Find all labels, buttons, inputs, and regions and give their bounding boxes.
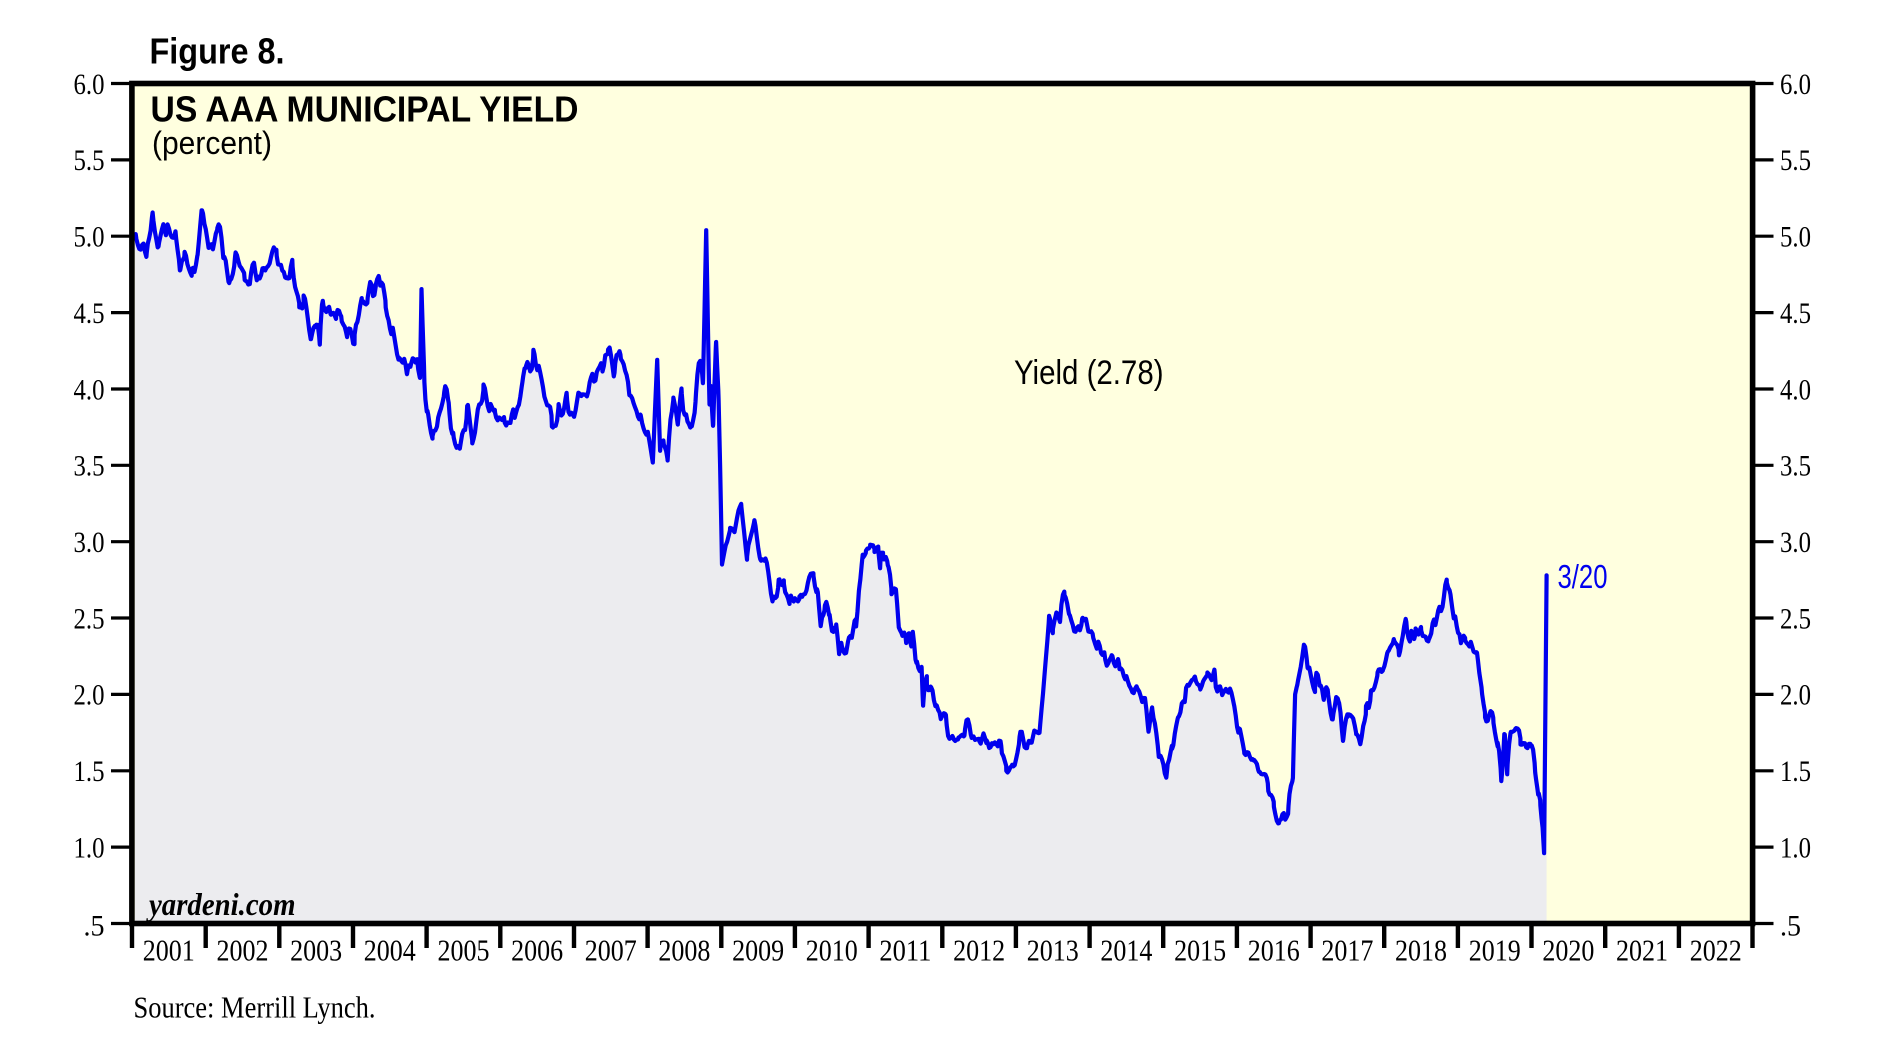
svg-text:2011: 2011 xyxy=(879,933,931,968)
svg-text:(percent): (percent) xyxy=(152,125,272,161)
svg-text:6.0: 6.0 xyxy=(74,68,105,101)
svg-text:3.5: 3.5 xyxy=(74,450,105,483)
svg-text:4.5: 4.5 xyxy=(74,297,105,330)
svg-text:2001: 2001 xyxy=(143,933,195,968)
svg-text:Figure 8.: Figure 8. xyxy=(150,31,285,72)
svg-text:2018: 2018 xyxy=(1395,933,1447,968)
svg-text:3.0: 3.0 xyxy=(1780,526,1811,559)
svg-text:2012: 2012 xyxy=(953,933,1005,968)
svg-text:2002: 2002 xyxy=(217,933,269,968)
svg-text:3.5: 3.5 xyxy=(1780,450,1811,483)
svg-text:2.5: 2.5 xyxy=(1780,602,1811,635)
svg-text:2014: 2014 xyxy=(1100,933,1152,968)
svg-text:2006: 2006 xyxy=(511,933,563,968)
svg-text:2007: 2007 xyxy=(585,933,637,968)
svg-text:5.5: 5.5 xyxy=(1780,144,1811,177)
svg-text:2015: 2015 xyxy=(1174,933,1226,968)
svg-text:2009: 2009 xyxy=(732,933,784,968)
svg-text:2010: 2010 xyxy=(806,933,858,968)
svg-text:2016: 2016 xyxy=(1248,933,1300,968)
svg-text:1.0: 1.0 xyxy=(74,831,105,864)
svg-text:2013: 2013 xyxy=(1027,933,1079,968)
svg-text:5.0: 5.0 xyxy=(1780,221,1811,254)
svg-text:2004: 2004 xyxy=(364,933,416,968)
svg-text:Source: Merrill Lynch.: Source: Merrill Lynch. xyxy=(134,990,376,1025)
svg-text:Yield (2.78): Yield (2.78) xyxy=(1014,354,1164,392)
svg-text:.5: .5 xyxy=(1780,909,1801,942)
svg-text:1.5: 1.5 xyxy=(74,755,105,788)
svg-text:yardeni.com: yardeni.com xyxy=(145,886,295,922)
svg-text:2003: 2003 xyxy=(290,933,342,968)
svg-text:2008: 2008 xyxy=(658,933,710,968)
svg-text:2005: 2005 xyxy=(438,933,490,968)
svg-text:4.0: 4.0 xyxy=(74,373,105,406)
svg-text:.5: .5 xyxy=(84,909,105,942)
svg-text:2017: 2017 xyxy=(1321,933,1373,968)
svg-text:2021: 2021 xyxy=(1616,933,1668,968)
svg-text:5.5: 5.5 xyxy=(74,144,105,177)
svg-text:4.0: 4.0 xyxy=(1780,373,1811,406)
svg-text:2022: 2022 xyxy=(1690,933,1742,968)
svg-text:4.5: 4.5 xyxy=(1780,297,1811,330)
svg-text:2.5: 2.5 xyxy=(74,602,105,635)
svg-text:US AAA MUNICIPAL YIELD: US AAA MUNICIPAL YIELD xyxy=(151,89,579,130)
svg-text:1.5: 1.5 xyxy=(1780,755,1811,788)
svg-text:1.0: 1.0 xyxy=(1780,831,1811,864)
svg-text:5.0: 5.0 xyxy=(74,221,105,254)
svg-text:2019: 2019 xyxy=(1469,933,1521,968)
svg-text:3.0: 3.0 xyxy=(74,526,105,559)
svg-text:3/20: 3/20 xyxy=(1558,558,1608,595)
svg-text:6.0: 6.0 xyxy=(1780,68,1811,101)
svg-text:2020: 2020 xyxy=(1542,933,1594,968)
svg-text:2.0: 2.0 xyxy=(1780,679,1811,712)
svg-text:2.0: 2.0 xyxy=(74,679,105,712)
